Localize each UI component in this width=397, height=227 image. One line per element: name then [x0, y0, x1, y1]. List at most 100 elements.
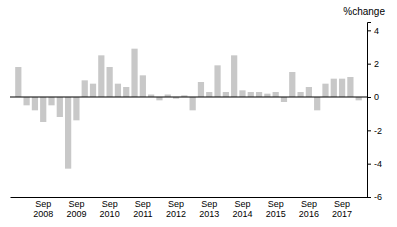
x-tick-label-line: Sep: [268, 199, 284, 209]
x-tick-label-line: Sep: [68, 199, 84, 209]
y-axis-line: [368, 23, 372, 198]
bar: [23, 97, 29, 105]
x-tick-label-line: 2014: [232, 209, 252, 219]
x-tick: Sep2009: [66, 199, 86, 219]
y-tick-label: -6: [374, 192, 382, 202]
bars: [10, 49, 367, 169]
bar: [90, 84, 96, 97]
x-tick-label-line: 2009: [66, 209, 86, 219]
bar: [289, 72, 295, 97]
bar: [206, 92, 212, 97]
y-tick-mark: [367, 30, 371, 31]
y-tick-mark: [367, 197, 371, 198]
bar: [273, 92, 279, 97]
x-tick-label-line: 2016: [299, 209, 319, 219]
x-tick-label-line: 2015: [266, 209, 286, 219]
y-tick: 0: [367, 92, 379, 102]
bar: [256, 92, 262, 97]
x-tick-label: Sep2015: [266, 199, 286, 219]
x-tick-label-line: 2008: [33, 209, 53, 219]
bar: [339, 79, 345, 97]
x-tick-label: Sep2014: [232, 199, 252, 219]
x-tick-label-line: 2011: [133, 209, 152, 219]
bar: [57, 97, 63, 117]
x-tick-label: Sep2009: [66, 199, 86, 219]
x-tick-label-line: 2010: [100, 209, 120, 219]
y-tick-mark: [367, 64, 371, 65]
y-tick-label: 2: [374, 59, 379, 69]
x-tick-label-line: Sep: [35, 199, 51, 209]
x-tick-label-line: Sep: [102, 199, 118, 209]
bar: [82, 80, 88, 97]
bar: [198, 82, 204, 97]
x-tick: Sep2014: [232, 199, 252, 219]
bar: [15, 67, 21, 97]
y-tick-mark: [367, 130, 371, 131]
y-tick-mark: [367, 164, 371, 165]
x-tick-label-line: 2013: [199, 209, 219, 219]
y-tick: -2: [367, 126, 382, 136]
y-tick-label: -4: [374, 159, 382, 169]
x-tick: Sep2010: [100, 199, 120, 219]
plot: Sep2008Sep2009Sep2010Sep2011Sep2012Sep20…: [10, 23, 382, 220]
y-tick-mark: [367, 97, 371, 98]
bar: [65, 97, 71, 169]
bar: [322, 84, 328, 97]
x-tick: Sep2012: [166, 199, 186, 219]
y-tick: 2: [367, 59, 379, 69]
bar: [48, 97, 54, 105]
y-axis: -6 -4 -2 0 2 4: [367, 23, 382, 203]
x-tick-label-line: Sep: [201, 199, 217, 209]
y-tick-label: 4: [374, 26, 379, 36]
x-tick-label: Sep2011: [133, 199, 152, 219]
bar: [281, 97, 287, 102]
bar: [131, 49, 137, 97]
x-tick-label-line: Sep: [234, 199, 250, 209]
x-tick: Sep2011: [133, 199, 152, 219]
zero-line: [10, 96, 367, 97]
bar: [73, 97, 79, 120]
bar: [347, 77, 353, 97]
x-tick-label: Sep2008: [33, 199, 53, 219]
y-tick: -4: [367, 159, 382, 169]
bar: [40, 97, 46, 122]
x-tick-label-line: Sep: [301, 199, 317, 209]
x-tick-label: Sep2013: [199, 199, 219, 219]
y-tick-label: -2: [374, 126, 382, 136]
x-tick-label-line: 2017: [332, 209, 352, 219]
bar: [190, 97, 196, 110]
y-tick: -6: [367, 192, 382, 202]
x-tick-label: Sep2010: [100, 199, 120, 219]
bar: [123, 87, 129, 97]
x-tick-label: Sep2012: [166, 199, 186, 219]
x-tick: Sep2016: [299, 199, 319, 219]
y-tick-label: 0: [374, 92, 379, 102]
x-tick-label-line: Sep: [168, 199, 184, 209]
x-tick: Sep2008: [33, 199, 53, 219]
x-tick: Sep2017: [332, 199, 352, 219]
bar: [214, 65, 220, 97]
bar: [239, 90, 245, 97]
x-tick-label: Sep2016: [299, 199, 319, 219]
bar: [140, 75, 146, 97]
bar: [231, 55, 237, 97]
bar: [107, 67, 113, 97]
bar: [223, 92, 229, 97]
x-axis-line: [11, 197, 368, 198]
bar: [331, 79, 337, 97]
x-tick: Sep2015: [266, 199, 286, 219]
bar: [314, 97, 320, 110]
bar: [115, 84, 121, 97]
x-tick: Sep2013: [199, 199, 219, 219]
y-tick: 4: [367, 26, 379, 36]
bar: [306, 87, 312, 97]
chart: Sep2008Sep2009Sep2010Sep2011Sep2012Sep20…: [0, 0, 397, 227]
title: %change: [343, 6, 385, 17]
x-tick-label-line: Sep: [334, 199, 350, 209]
x-tick-label-line: 2012: [166, 209, 186, 219]
bar: [297, 92, 303, 97]
x-axis: Sep2008Sep2009Sep2010Sep2011Sep2012Sep20…: [11, 198, 368, 220]
x-tick-label-line: Sep: [135, 199, 151, 209]
bar: [98, 55, 104, 97]
bar: [32, 97, 38, 110]
